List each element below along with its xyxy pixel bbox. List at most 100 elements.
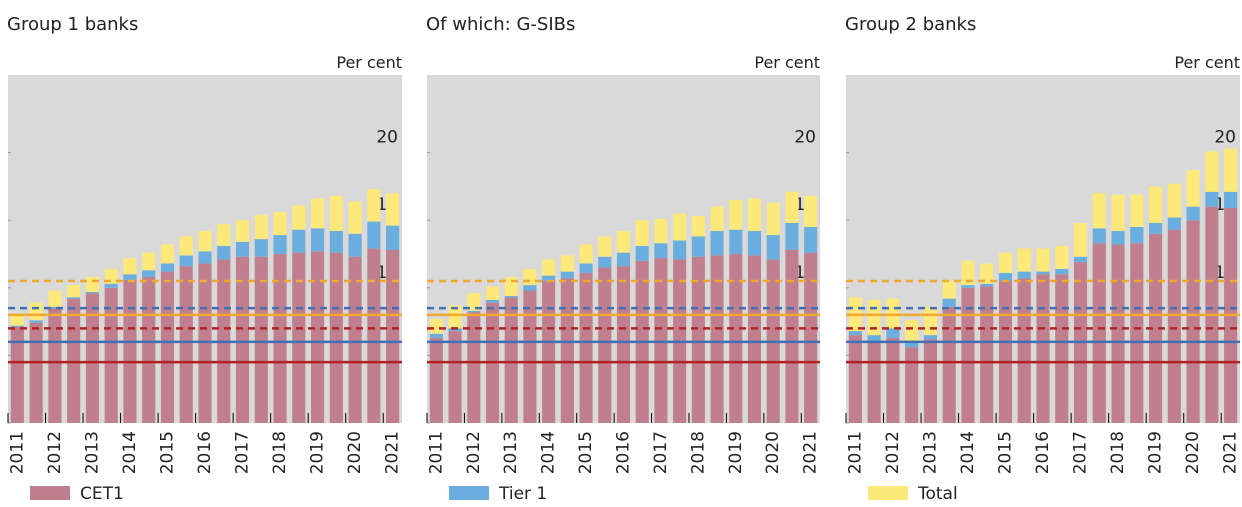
x-tick-label: 2013 (920, 431, 940, 474)
bar-segment (598, 256, 612, 268)
bar-segment (217, 224, 231, 246)
bar-segment (673, 240, 687, 260)
x-tick-label: 2020 (763, 431, 783, 474)
bar-segment (448, 305, 462, 329)
bar-segment (1073, 222, 1088, 257)
bar-segment (485, 299, 500, 303)
bar-segment (804, 252, 818, 423)
bar-segment (729, 254, 743, 423)
bar-segment (848, 335, 862, 423)
x-tick-label: 2015 (995, 431, 1015, 474)
bar-segment (367, 189, 381, 222)
bar-segment (142, 270, 156, 277)
legend-swatch (30, 486, 70, 500)
bar-segment (85, 293, 99, 423)
x-tick-label: 2013 (82, 431, 102, 474)
bar-segment (886, 337, 900, 423)
bar-segment (123, 274, 137, 280)
bar-segment (1036, 274, 1050, 423)
bar-segment (1092, 228, 1106, 244)
panel-title: Group 2 banks (845, 14, 976, 35)
bar-segment (1149, 186, 1163, 223)
bar-segment (691, 236, 705, 257)
x-tick-label: 2020 (345, 431, 365, 474)
bar-segment (329, 195, 343, 232)
bar-segment (273, 254, 287, 423)
bar-segment (254, 256, 268, 423)
y-tick-label: 20 (794, 128, 816, 148)
bar-segment (673, 213, 687, 241)
bar-segment (29, 322, 43, 423)
bar-segment (329, 231, 343, 253)
x-tick-label: 2018 (270, 431, 290, 474)
bar-segment (923, 335, 937, 340)
bar-segment (504, 295, 518, 298)
bar-segment (1130, 194, 1144, 227)
bar-segment (635, 220, 649, 246)
bar-segment (1130, 226, 1144, 244)
bar-segment (560, 278, 574, 423)
x-tick-label: 2018 (688, 431, 708, 474)
bar-segment (961, 285, 975, 288)
bar-segment (980, 283, 994, 287)
bar-segment (292, 229, 306, 253)
bar-segment (386, 193, 400, 226)
bar-segment (1017, 278, 1031, 423)
bar-segment (961, 287, 975, 423)
bar-segment (85, 276, 99, 292)
bar-segment (729, 229, 743, 254)
bar-segment (448, 331, 462, 423)
x-tick-label: 2021 (801, 431, 821, 474)
bar-segment (635, 245, 649, 261)
bar-segment (217, 245, 231, 260)
x-tick-label: 2016 (1033, 431, 1053, 474)
bar-segment (1186, 206, 1200, 221)
bar-segment (747, 231, 762, 256)
x-tick-label: 2012 (883, 431, 903, 474)
bar-segment (1205, 151, 1219, 192)
bar-segment (691, 216, 705, 237)
bar-segment (616, 266, 631, 423)
bar-segment (1036, 248, 1050, 272)
x-tick-label: 2017 (1071, 431, 1091, 474)
x-tick-label: 2021 (1221, 431, 1241, 474)
bar-segment (785, 191, 799, 223)
bar-segment (1224, 148, 1238, 192)
bar-segment (1167, 217, 1181, 230)
bar-segment (1036, 271, 1050, 275)
bar-segment (348, 201, 362, 234)
legend-label: CET1 (80, 484, 124, 503)
bar-segment (942, 281, 956, 299)
bar-segment (235, 256, 250, 423)
bar-segment (48, 290, 62, 307)
bar-segment (1073, 256, 1088, 263)
bar-segment (179, 266, 193, 423)
bar-segment (198, 263, 212, 423)
bar-segment (542, 281, 556, 423)
bar-segment (710, 206, 724, 232)
x-tick-label: 2016 (195, 431, 215, 474)
legend-swatch (868, 486, 908, 500)
x-tick-label: 2019 (308, 431, 328, 474)
bar-segment (1055, 274, 1069, 423)
x-tick-label: 2019 (726, 431, 746, 474)
bar-segment (616, 252, 631, 267)
bar-segment (67, 298, 81, 423)
bar-segment (311, 198, 325, 229)
bar-segment (292, 205, 306, 230)
bar-segment (448, 328, 462, 332)
bar-segment (67, 297, 81, 299)
bar-segment (710, 231, 724, 256)
bar-segment (10, 325, 24, 328)
bar-segment (598, 267, 612, 423)
bar-segment (10, 327, 24, 423)
x-tick-label: 2011 (426, 431, 446, 474)
x-tick-label: 2013 (501, 431, 521, 474)
bar-segment (848, 331, 862, 336)
bar-segment (1186, 220, 1200, 423)
bar-segment (235, 220, 250, 242)
bar-segment (104, 283, 118, 288)
bar-segment (654, 258, 668, 423)
bar-segment (1130, 243, 1144, 423)
bar-segment (942, 298, 956, 307)
